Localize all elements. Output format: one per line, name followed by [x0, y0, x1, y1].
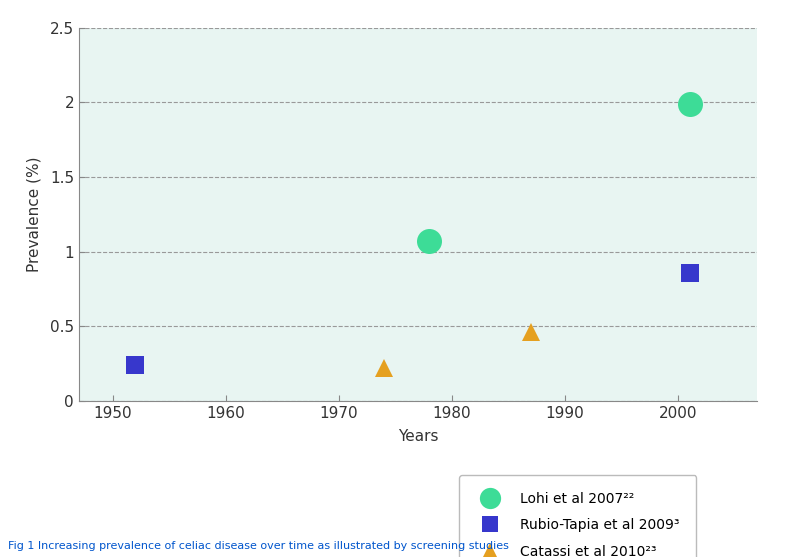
- X-axis label: Years: Years: [398, 429, 439, 444]
- Text: Fig 1 Increasing prevalence of celiac disease over time as illustrated by screen: Fig 1 Increasing prevalence of celiac di…: [8, 541, 509, 551]
- Legend: Lohi et al 2007²², Rubio-Tapia et al 2009³, Catassi et al 2010²³: Lohi et al 2007²², Rubio-Tapia et al 200…: [459, 475, 697, 557]
- Y-axis label: Prevalence (%): Prevalence (%): [27, 157, 42, 272]
